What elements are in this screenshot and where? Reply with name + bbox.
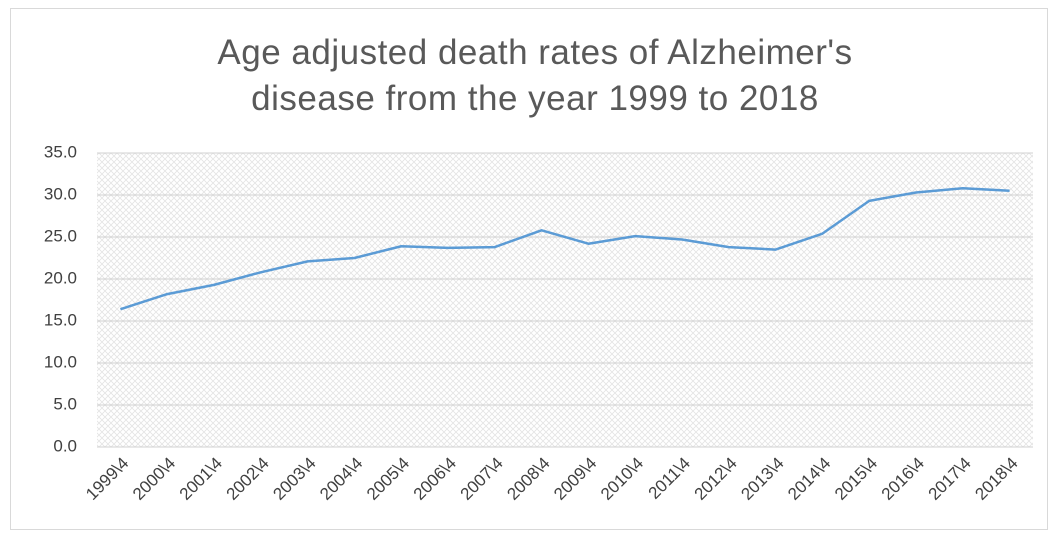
x-tick-label: 2015\4 [831, 454, 881, 504]
line-series [120, 187, 1010, 311]
x-tick-label: 2016\4 [878, 454, 928, 504]
y-tick-label: 0.0 [53, 436, 77, 455]
y-tick-label: 25.0 [44, 226, 77, 245]
x-tick-label: 2017\4 [925, 454, 975, 504]
y-tick-label: 10.0 [44, 352, 77, 371]
x-tick-label: 2007\4 [457, 454, 507, 504]
x-tick-label: 2005\4 [363, 454, 413, 504]
x-tick-label: 2003\4 [269, 454, 319, 504]
y-tick-label: 30.0 [44, 184, 77, 203]
chart-title: Age adjusted death rates of Alzheimer's … [217, 33, 853, 118]
x-tick-label: 2002\4 [223, 454, 273, 504]
x-tick-label: 2009\4 [550, 454, 600, 504]
x-tick-label: 2008\4 [503, 454, 553, 504]
x-tick-label: 2000\4 [129, 454, 179, 504]
y-tick-label: 5.0 [53, 394, 77, 413]
x-tick-label: 2012\4 [691, 454, 741, 504]
plot-area [97, 153, 1033, 447]
x-tick-label: 1999\4 [82, 454, 132, 504]
y-tick-label: 15.0 [44, 310, 77, 329]
x-tick-label: 2006\4 [410, 454, 460, 504]
x-tick-label: 2010\4 [597, 454, 647, 504]
x-tick-label: 2011\4 [645, 454, 694, 503]
x-tick-label: 2001\4 [176, 454, 226, 504]
chart-frame [10, 8, 1048, 530]
x-tick-label: 2013\4 [737, 454, 787, 504]
x-tick-label: 2004\4 [316, 454, 366, 504]
x-tick-label: 2018\4 [971, 454, 1021, 504]
y-tick-label: 35.0 [44, 142, 77, 161]
x-tick-label: 2014\4 [784, 454, 834, 504]
y-tick-label: 20.0 [44, 268, 77, 287]
